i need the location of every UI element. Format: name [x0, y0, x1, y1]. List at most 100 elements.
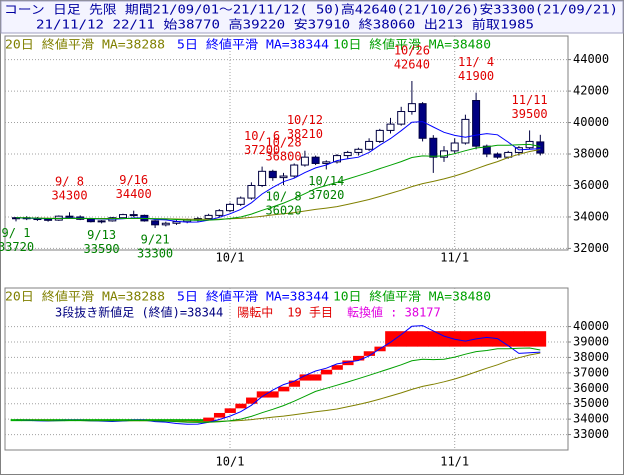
annotation-value: 37020	[308, 188, 344, 202]
brick	[481, 331, 493, 347]
brick	[331, 365, 343, 370]
y-tick-label: 36000	[573, 178, 609, 192]
legend-entry: 20日 終値平滑 MA=38288	[5, 289, 165, 304]
annotation-value: 34300	[51, 189, 87, 203]
plot-frame	[4, 287, 569, 451]
y-tick-label: 34000	[573, 412, 609, 426]
brick	[181, 419, 194, 422]
x-tick-label: 11/1	[440, 455, 469, 469]
annotation-value: 33720	[0, 240, 34, 254]
annotation-value: 33590	[84, 242, 120, 256]
candle-body	[407, 103, 416, 113]
brick	[513, 331, 525, 347]
brick	[353, 355, 365, 361]
annotation-value: 37200	[244, 143, 280, 157]
candle-body	[375, 129, 384, 142]
brick	[310, 374, 322, 381]
candle-body	[129, 214, 138, 217]
annotation-value: 41900	[458, 69, 494, 83]
status-text: 転換値 : 38177	[347, 305, 441, 320]
brick	[246, 397, 258, 404]
annotation-value: 33300	[137, 246, 173, 260]
candle-body	[429, 137, 438, 158]
brick	[256, 391, 268, 398]
annotation-date: 10/14	[308, 174, 344, 188]
status-text: 陽転中	[237, 305, 273, 320]
annotation-date: 10/26	[394, 44, 430, 58]
candle-body	[65, 215, 74, 218]
legend-entry: 5日 終値平滑 MA=38344	[177, 37, 329, 52]
legend-entry: 10日 終値平滑 MA=38480	[333, 289, 491, 304]
annotation-value: 36800	[265, 149, 301, 163]
candle-body	[97, 220, 106, 223]
brick	[363, 351, 375, 356]
brick	[224, 408, 236, 413]
annotation-date: 11/11	[512, 93, 548, 107]
candle-body	[418, 103, 427, 139]
candle-body	[215, 210, 224, 216]
brick	[278, 386, 290, 392]
brick	[267, 391, 279, 398]
brick	[385, 331, 397, 347]
y-tick-label: 36000	[573, 381, 609, 395]
annotation-date: 10/12	[287, 113, 323, 127]
brick	[106, 419, 119, 422]
annotation-date: 9/13	[87, 228, 116, 242]
candle-body	[493, 153, 502, 158]
candle-body	[290, 164, 299, 177]
candle-body	[450, 142, 459, 152]
annotation-value: 38210	[287, 127, 323, 141]
annotation-date: 11/ 4	[458, 55, 494, 69]
plot-frame	[4, 35, 569, 251]
annotation-date: 10/ 6	[244, 129, 280, 143]
candle-body	[311, 156, 320, 164]
candle-body	[482, 145, 491, 155]
brick	[406, 331, 418, 347]
brick	[299, 374, 311, 381]
brick	[502, 331, 515, 347]
status-text: 3段抜き新値足 (終値)=38344	[55, 305, 223, 320]
brick	[85, 419, 97, 422]
annotation-date: 9/21	[141, 232, 170, 246]
candle-body	[226, 203, 234, 212]
candle-body	[258, 170, 267, 186]
annotation-date: 9/ 1	[2, 226, 31, 240]
brick	[417, 331, 429, 347]
annotation-value: 42640	[394, 58, 430, 72]
candle-body	[247, 184, 256, 199]
y-tick-label: 40000	[573, 115, 609, 129]
y-tick-label: 40000	[573, 319, 609, 333]
x-tick-label: 10/1	[216, 455, 245, 469]
candle-body	[268, 170, 277, 179]
brick	[213, 412, 226, 418]
candle-body	[440, 150, 448, 158]
y-tick-label: 39000	[573, 335, 609, 349]
candle-body	[386, 123, 395, 131]
candle-body	[236, 197, 245, 205]
brick	[460, 331, 472, 347]
brick	[427, 331, 440, 347]
status-text: 19 手目	[287, 306, 333, 320]
brick	[235, 403, 247, 409]
y-tick-label: 42000	[573, 84, 609, 98]
brick	[160, 419, 172, 422]
annotation-date: 9/16	[119, 173, 148, 187]
candle-body	[343, 151, 352, 157]
y-tick-label: 35000	[573, 396, 609, 410]
annotation-value: 39500	[512, 107, 548, 121]
brick	[395, 331, 408, 347]
candle-body	[354, 148, 363, 153]
legend-entry: 20日 終値平滑 MA=38288	[5, 37, 165, 52]
candle-body	[472, 100, 481, 147]
annotation-date: 9/ 8	[55, 175, 84, 189]
brick	[192, 419, 204, 422]
y-tick-label: 38000	[573, 147, 609, 161]
brick	[203, 417, 215, 423]
candle-body	[119, 214, 127, 219]
brick	[117, 419, 129, 422]
ma-line	[15, 347, 541, 423]
candle-body	[536, 141, 545, 154]
candle-body	[461, 118, 470, 144]
brick	[96, 419, 108, 422]
